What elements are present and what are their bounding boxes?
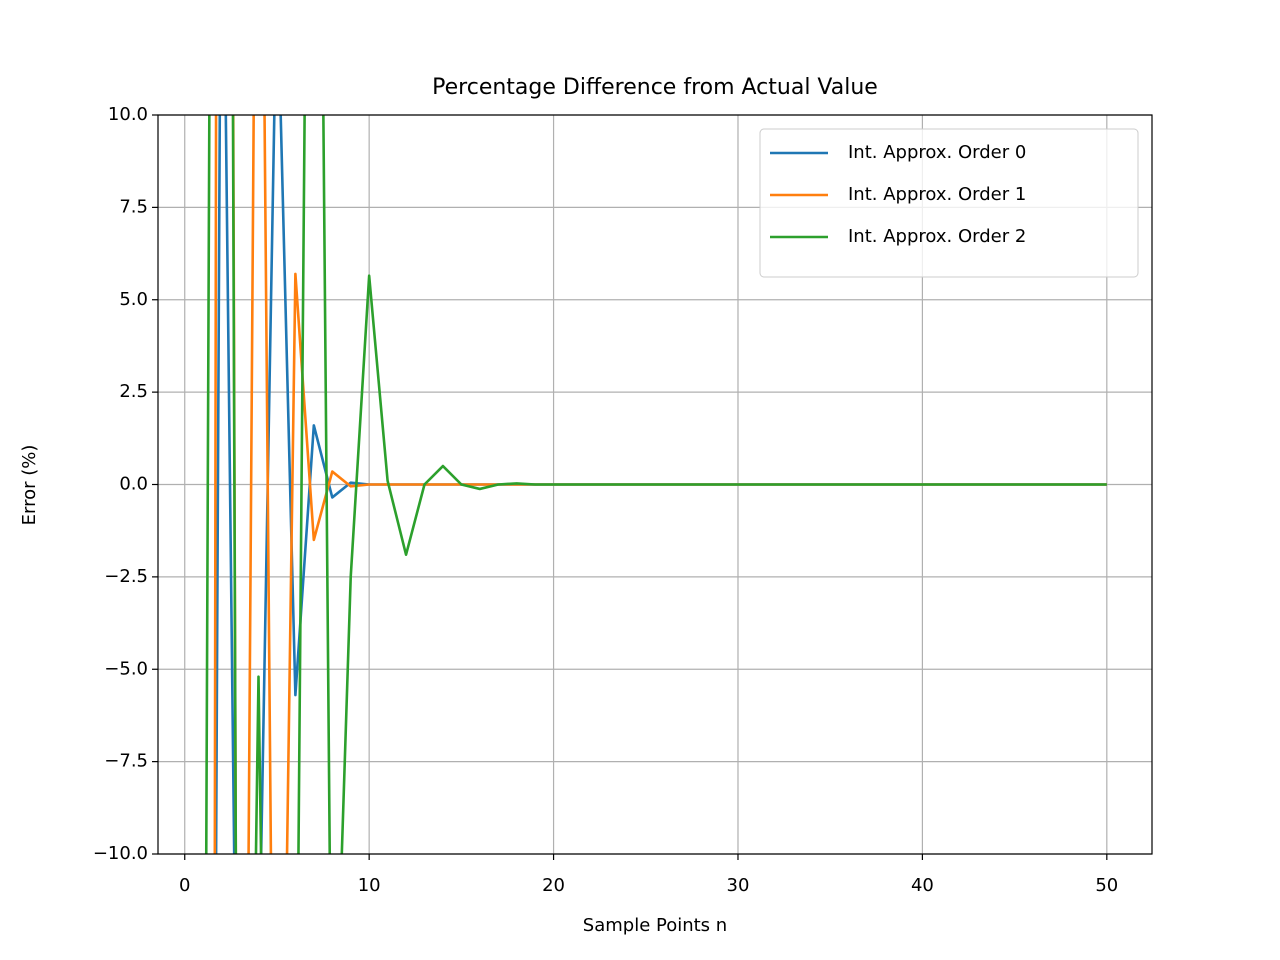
y-tick-label: −10.0 [93,843,148,864]
legend-label: Int. Approx. Order 2 [848,226,1026,247]
y-tick-label: 5.0 [119,289,148,310]
y-tick-label: 10.0 [108,104,148,125]
y-tick-label: −5.0 [104,658,148,679]
y-tick-label: 0.0 [119,474,148,495]
axes-frame [157,114,1153,855]
y-tick-label: −7.5 [104,751,148,772]
y-tick-label: 2.5 [119,381,148,402]
x-tick-label: 40 [911,875,934,896]
y-tick-label: −2.5 [104,566,148,587]
plot-area [204,115,1107,854]
series-line [204,115,1107,854]
x-tick-label: 30 [727,875,750,896]
x-tick-label: 20 [542,875,565,896]
chart-title: Percentage Difference from Actual Value [432,75,878,100]
legend-box [759,128,1139,278]
x-tick-label: 0 [179,875,190,896]
x-tick-label: 10 [358,875,381,896]
y-tick-label: 7.5 [119,196,148,217]
x-axis-label: Sample Points n [583,915,727,936]
legend-label: Int. Approx. Order 1 [848,184,1026,205]
y-axis-label: Error (%) [19,445,40,526]
x-tick-label: 50 [1095,875,1118,896]
legend-label: Int. Approx. Order 0 [848,142,1026,163]
